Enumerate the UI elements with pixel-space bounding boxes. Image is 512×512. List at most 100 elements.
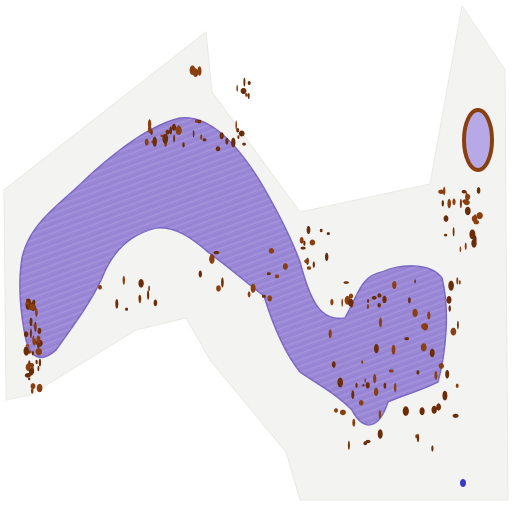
stain-fleck xyxy=(36,335,41,344)
stain-fleck xyxy=(242,142,246,146)
stain-fleck xyxy=(373,374,377,384)
stain-fleck xyxy=(35,359,38,365)
stain-fleck xyxy=(464,242,467,250)
stain-fleck xyxy=(476,212,483,220)
stain-fleck xyxy=(148,285,150,291)
stain-fleck xyxy=(138,279,144,288)
stain-fleck xyxy=(348,298,354,307)
stain-fleck xyxy=(98,285,102,290)
stain-fleck xyxy=(450,327,457,336)
stain-fleck xyxy=(443,186,446,196)
stain-fleck xyxy=(392,281,397,289)
stain-fleck xyxy=(221,277,224,288)
stain-fleck xyxy=(30,387,34,394)
stain-fleck xyxy=(365,382,370,389)
stain-fleck xyxy=(379,317,382,328)
stain-fleck xyxy=(330,298,334,306)
stain-fleck xyxy=(388,369,394,373)
stain-fleck xyxy=(355,383,358,388)
stain-fleck xyxy=(364,378,367,383)
stain-fleck xyxy=(37,327,42,335)
stain-fleck xyxy=(309,239,316,246)
stain-fleck xyxy=(26,298,31,302)
stain-fleck xyxy=(443,215,449,222)
stain-fleck xyxy=(429,348,435,358)
stain-fleck xyxy=(247,81,251,85)
stain-fleck xyxy=(268,248,275,254)
stain-fleck xyxy=(421,323,428,330)
stain-fleck xyxy=(419,407,425,416)
stain-fleck xyxy=(37,365,40,372)
stain-fleck xyxy=(122,275,126,285)
stain-fleck xyxy=(165,129,170,135)
stain-fleck xyxy=(189,65,196,75)
stain-fleck xyxy=(243,77,246,87)
stain-fleck xyxy=(266,272,271,276)
stain-fleck xyxy=(213,250,220,255)
stain-fleck xyxy=(452,413,459,418)
stain-fleck xyxy=(38,358,42,367)
stain-fleck xyxy=(441,200,444,207)
stain-fleck xyxy=(247,92,250,100)
stain-fleck xyxy=(35,308,38,317)
stain-fleck xyxy=(282,263,288,270)
stain-fleck xyxy=(171,123,177,131)
stain-fleck xyxy=(23,331,29,338)
stain-fleck xyxy=(235,120,237,130)
stain-fleck xyxy=(219,132,224,140)
stain-fleck xyxy=(328,329,332,339)
stain-fleck xyxy=(236,128,240,133)
stain-fleck xyxy=(152,136,157,147)
stain-fleck xyxy=(275,274,279,279)
stain-fleck xyxy=(436,403,441,411)
stain-fleck xyxy=(367,299,370,303)
stain-fleck xyxy=(458,280,461,285)
stain-fleck xyxy=(261,294,266,298)
stain-fleck xyxy=(456,277,459,285)
stain-fleck xyxy=(362,384,365,387)
stain-fleck xyxy=(420,343,427,352)
stain-fleck xyxy=(169,126,173,135)
stain-fleck xyxy=(26,304,29,309)
stain-fleck xyxy=(25,344,30,347)
stain-fleck xyxy=(147,125,152,134)
stain-fleck xyxy=(448,305,451,312)
stain-fleck xyxy=(202,138,207,142)
stain-fleck xyxy=(33,324,37,327)
stain-fleck xyxy=(215,146,221,152)
stain-fleck xyxy=(464,206,471,216)
stain-fleck xyxy=(378,410,382,419)
stain-fleck xyxy=(144,138,149,146)
stain-fleck xyxy=(250,283,256,293)
stain-fleck xyxy=(200,134,203,140)
stain-fleck xyxy=(373,387,379,397)
stain-fleck xyxy=(30,383,36,390)
stain-fleck xyxy=(306,266,312,270)
stain-fleck xyxy=(341,298,344,307)
stain-fleck xyxy=(175,125,182,135)
stain-fleck xyxy=(446,296,452,304)
stain-fleck xyxy=(35,348,42,356)
stain-fleck xyxy=(366,304,369,309)
stain-fleck xyxy=(312,261,315,268)
stain-fleck xyxy=(303,240,306,246)
stain-fleck xyxy=(377,429,383,439)
stain-fleck xyxy=(414,279,416,284)
stain-fleck xyxy=(125,307,129,311)
stain-fleck xyxy=(404,337,410,341)
stain-fleck xyxy=(326,232,330,236)
stain-fleck xyxy=(416,433,420,443)
stain-fleck xyxy=(347,440,350,450)
stain-fleck xyxy=(197,119,202,124)
stain-fleck xyxy=(361,360,364,364)
stain-fleck xyxy=(23,346,30,356)
stain-fleck xyxy=(231,137,236,148)
stain-fleck xyxy=(29,317,33,327)
stain-fleck xyxy=(300,246,306,250)
stain-fleck xyxy=(358,400,364,406)
stain-fleck xyxy=(442,390,448,401)
stain-fleck xyxy=(463,199,470,206)
stain-fleck xyxy=(197,66,202,76)
stain-fleck xyxy=(28,377,31,381)
